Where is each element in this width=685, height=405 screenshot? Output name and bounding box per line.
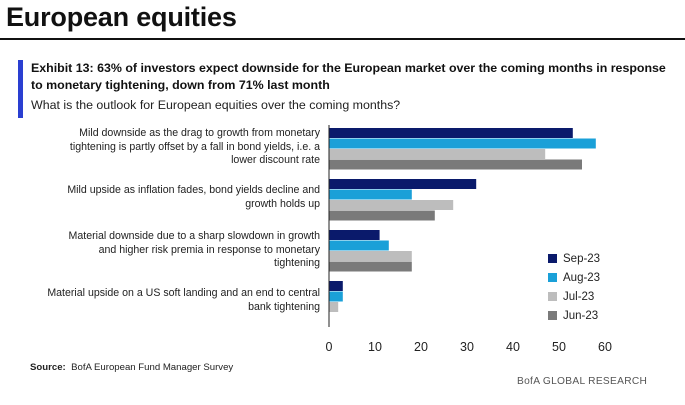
x-tick-label: 50	[552, 340, 566, 354]
legend-label: Aug-23	[563, 271, 601, 284]
legend-item: Sep-23	[548, 249, 600, 268]
bar-jun-23-cat2	[329, 210, 435, 221]
x-tick-label: 30	[460, 340, 474, 354]
legend-label: Sep-23	[563, 252, 601, 265]
legend-item: Jun-23	[548, 306, 600, 325]
legend-swatch	[548, 292, 557, 301]
footer-brand: BofA GLOBAL RESEARCH	[517, 376, 648, 387]
legend-swatch	[548, 311, 557, 320]
bar-aug-23-cat3	[329, 240, 389, 251]
page-title: European equities	[6, 2, 237, 32]
legend-item: Aug-23	[548, 268, 600, 287]
x-tick-label: 40	[506, 340, 520, 354]
legend-swatch	[548, 254, 557, 263]
title-divider	[0, 38, 685, 40]
bar-jul-23-cat1	[329, 149, 546, 159]
legend-swatch	[548, 273, 557, 282]
chart-legend: Sep-23 Aug-23 Jul-23 Jun-23	[548, 249, 600, 325]
bar-jul-23-cat2	[329, 200, 454, 210]
exhibit-accent-bar	[18, 60, 23, 118]
bar-aug-23-cat4	[329, 291, 343, 302]
bar-jun-23-cat3	[329, 261, 412, 272]
legend-label: Jul-23	[563, 290, 595, 303]
exhibit-title: Exhibit 13: 63% of investors expect down…	[31, 61, 666, 92]
legend-item: Jul-23	[548, 287, 600, 306]
source-note: Source: BofA European Fund Manager Surve…	[30, 362, 233, 373]
bar-aug-23-cat1	[329, 138, 596, 149]
x-tick-label: 60	[598, 340, 612, 354]
legend-label: Jun-23	[563, 309, 599, 322]
bar-sep-23-cat2	[329, 179, 477, 189]
category-label: Material downside due to a sharp slowdow…	[68, 230, 320, 269]
exhibit-question: What is the outlook for European equitie…	[31, 98, 401, 112]
bar-sep-23-cat4	[329, 281, 343, 291]
category-label: Mild downside as the drag to growth from…	[69, 127, 320, 166]
source-text: BofA European Fund Manager Survey	[71, 362, 234, 373]
bar-sep-23-cat1	[329, 128, 573, 138]
bar-sep-23-cat3	[329, 230, 380, 240]
x-tick-label: 0	[326, 340, 333, 354]
source-label: Source:	[30, 362, 66, 373]
x-tick-label: 20	[414, 340, 428, 354]
bar-aug-23-cat2	[329, 189, 412, 200]
bar-jul-23-cat3	[329, 251, 412, 261]
bar-jun-23-cat1	[329, 159, 582, 170]
x-tick-label: 10	[368, 340, 382, 354]
bar-jul-23-cat4	[329, 302, 339, 312]
category-label: Mild upside as inflation fades, bond yie…	[67, 184, 320, 210]
category-label: Material upside on a US soft landing and…	[47, 287, 320, 313]
